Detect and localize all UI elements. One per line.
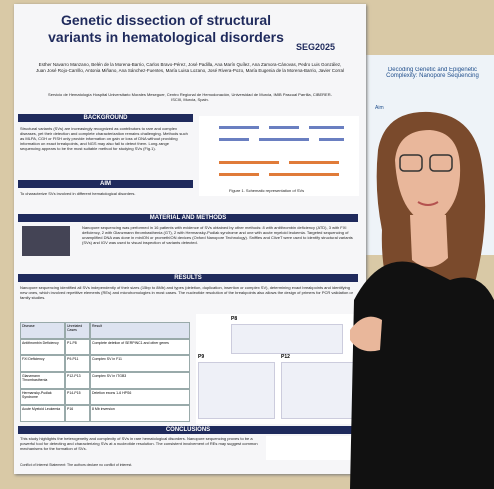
table-cell: Antithrombin Deficiency <box>20 338 65 356</box>
figure-label: P12 <box>281 354 290 360</box>
table-cell: P12-P13 <box>65 372 90 389</box>
table-cell: Result <box>90 322 190 339</box>
section-text: This study highlights the heterogeneity … <box>20 436 258 451</box>
section-text: Nanopore sequencing identified all SVs i… <box>20 285 353 300</box>
figure: Figure 1. Schematic representation of SV… <box>199 116 359 196</box>
figure-label: P8 <box>231 316 238 322</box>
table-cell: Disease <box>20 322 65 339</box>
figure-panel <box>231 324 343 354</box>
side-poster-title: Decoding Genetic and Epigenetic Complexi… <box>386 67 479 79</box>
table-cell: FXI Deficiency <box>20 355 65 372</box>
section-text: Structural variants (SVs) are increasing… <box>20 126 188 151</box>
poster: Genetic dissection of structural variant… <box>14 4 366 474</box>
figure-panel <box>281 362 358 419</box>
figure-label: P9 <box>198 354 205 360</box>
table-cell: Unrelated Cases <box>65 322 90 339</box>
table-cell: Glanzmann Thrombasthenia <box>20 372 65 389</box>
authors: Esther Navarro Manzano, Belén de la More… <box>36 62 344 73</box>
footer: Conflict of Interest Statement: The auth… <box>20 463 133 467</box>
table-cell: P14-P15 <box>65 388 90 406</box>
table-cell: P1-P8 <box>65 338 90 356</box>
results-table: Disease Unrelated Cases Result Antithrombin… <box>20 322 190 422</box>
laptop-image <box>22 226 70 256</box>
table-cell: Acute Myeloid Leukemia <box>20 405 65 422</box>
section-text: Nanopore sequencing was performed in 16 … <box>82 225 353 245</box>
figure-caption: Figure 1. Schematic representation of SV… <box>229 188 305 193</box>
table-cell: Complex SV in ITGB3 <box>90 372 190 389</box>
affiliation: Servicio de Hematología Hospital Univers… <box>48 92 332 102</box>
table-cell: Complex SV in F11 <box>90 355 190 372</box>
poster-title: Genetic dissection of structural variant… <box>48 12 284 45</box>
section-heading: MATERIAL AND METHODS <box>18 214 358 222</box>
section-text: To characterize SVs involved in differen… <box>20 191 136 196</box>
side-poster-section: Aim <box>375 105 384 111</box>
section-heading: AIM <box>18 180 193 188</box>
table-cell: Hermansky-Pudlak Syndrome <box>20 388 65 406</box>
table-cell: Deletion exons 1-6 HPS6 <box>90 388 190 406</box>
section-heading: BACKGROUND <box>18 114 193 122</box>
section-heading: RESULTS <box>18 274 358 282</box>
figure-panel <box>198 362 275 419</box>
table-cell: P9-P11 <box>65 355 90 372</box>
section-heading: CONCLUSIONS <box>18 426 358 434</box>
table-cell: P16 <box>65 405 90 422</box>
figure-graphic <box>219 126 344 176</box>
results-figures: P8 P9 P12 <box>196 314 361 424</box>
logo: SEG2025 <box>296 42 336 52</box>
sponsor-logos <box>266 436 358 460</box>
table-cell: 8 Mb inversion <box>90 405 190 422</box>
table-cell: Complete deletion of SERPINC1 and other … <box>90 338 190 356</box>
